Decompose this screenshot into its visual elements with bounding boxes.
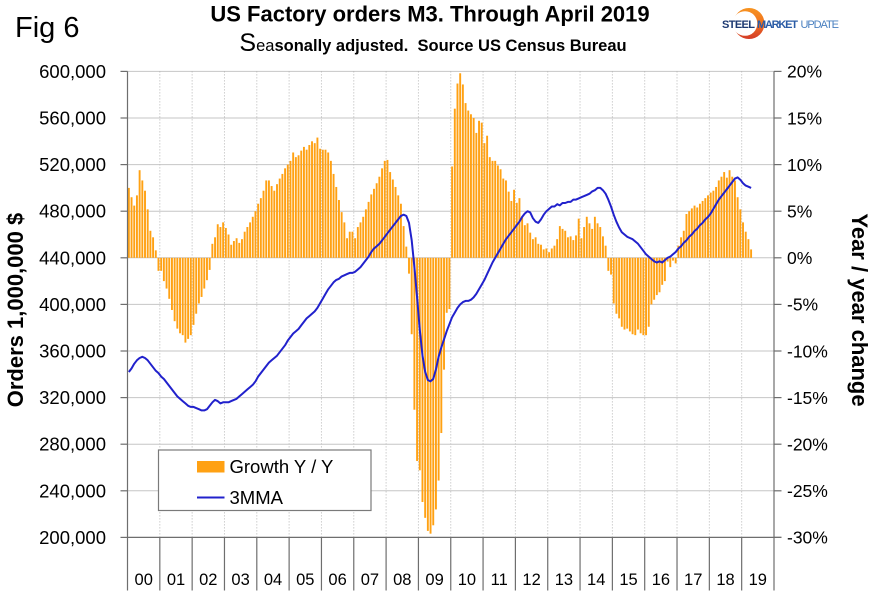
svg-text:10%: 10% bbox=[787, 155, 822, 175]
svg-text:18: 18 bbox=[716, 571, 734, 589]
svg-text:17: 17 bbox=[684, 571, 702, 589]
svg-text:10: 10 bbox=[458, 571, 476, 589]
svg-text:20%: 20% bbox=[787, 62, 822, 82]
svg-text:02: 02 bbox=[199, 571, 217, 589]
svg-text:12: 12 bbox=[522, 571, 540, 589]
svg-text:280,000: 280,000 bbox=[39, 434, 106, 455]
svg-text:UPDATE: UPDATE bbox=[801, 19, 840, 31]
svg-text:Growth Y / Y: Growth Y / Y bbox=[230, 456, 334, 477]
svg-text:-25%: -25% bbox=[787, 481, 828, 501]
svg-text:-30%: -30% bbox=[787, 528, 828, 548]
svg-text:240,000: 240,000 bbox=[39, 480, 106, 501]
svg-text:200,000: 200,000 bbox=[39, 527, 106, 548]
svg-text:15%: 15% bbox=[787, 108, 822, 128]
svg-text:-20%: -20% bbox=[787, 435, 828, 455]
svg-text:01: 01 bbox=[167, 571, 185, 589]
svg-text:16: 16 bbox=[652, 571, 670, 589]
svg-text:08: 08 bbox=[393, 571, 411, 589]
svg-text:03: 03 bbox=[231, 571, 249, 589]
svg-text:3MMA: 3MMA bbox=[230, 487, 284, 508]
svg-text:Year / year change: Year / year change bbox=[847, 213, 872, 406]
svg-text:Orders 1,000,000 $: Orders 1,000,000 $ bbox=[3, 213, 28, 407]
svg-text:Fig 6: Fig 6 bbox=[15, 12, 79, 44]
svg-text:400,000: 400,000 bbox=[39, 294, 106, 315]
svg-text:US Factory orders M3. Through: US Factory orders M3. Through April 2019 bbox=[210, 2, 649, 27]
svg-text:06: 06 bbox=[328, 571, 346, 589]
svg-text:09: 09 bbox=[425, 571, 443, 589]
svg-text:15: 15 bbox=[619, 571, 637, 589]
svg-text:5%: 5% bbox=[787, 202, 812, 222]
svg-text:13: 13 bbox=[555, 571, 573, 589]
svg-text:320,000: 320,000 bbox=[39, 387, 106, 408]
svg-text:-5%: -5% bbox=[787, 295, 818, 315]
svg-text:-10%: -10% bbox=[787, 341, 828, 361]
svg-text:0%: 0% bbox=[787, 248, 812, 268]
svg-text:440,000: 440,000 bbox=[39, 247, 106, 268]
svg-text:14: 14 bbox=[587, 571, 605, 589]
svg-text:00: 00 bbox=[135, 571, 153, 589]
svg-text:04: 04 bbox=[264, 571, 282, 589]
svg-text:360,000: 360,000 bbox=[39, 341, 106, 362]
svg-text:560,000: 560,000 bbox=[39, 108, 106, 129]
svg-text:11: 11 bbox=[491, 571, 508, 589]
svg-text:480,000: 480,000 bbox=[39, 201, 106, 222]
svg-text:19: 19 bbox=[749, 571, 767, 589]
svg-text:MARKET: MARKET bbox=[757, 19, 798, 31]
svg-text:-15%: -15% bbox=[787, 388, 828, 408]
svg-text:600,000: 600,000 bbox=[39, 61, 106, 82]
svg-text:STEEL: STEEL bbox=[722, 19, 755, 31]
svg-text:07: 07 bbox=[361, 571, 379, 589]
svg-text:05: 05 bbox=[296, 571, 314, 589]
svg-text:520,000: 520,000 bbox=[39, 154, 106, 175]
